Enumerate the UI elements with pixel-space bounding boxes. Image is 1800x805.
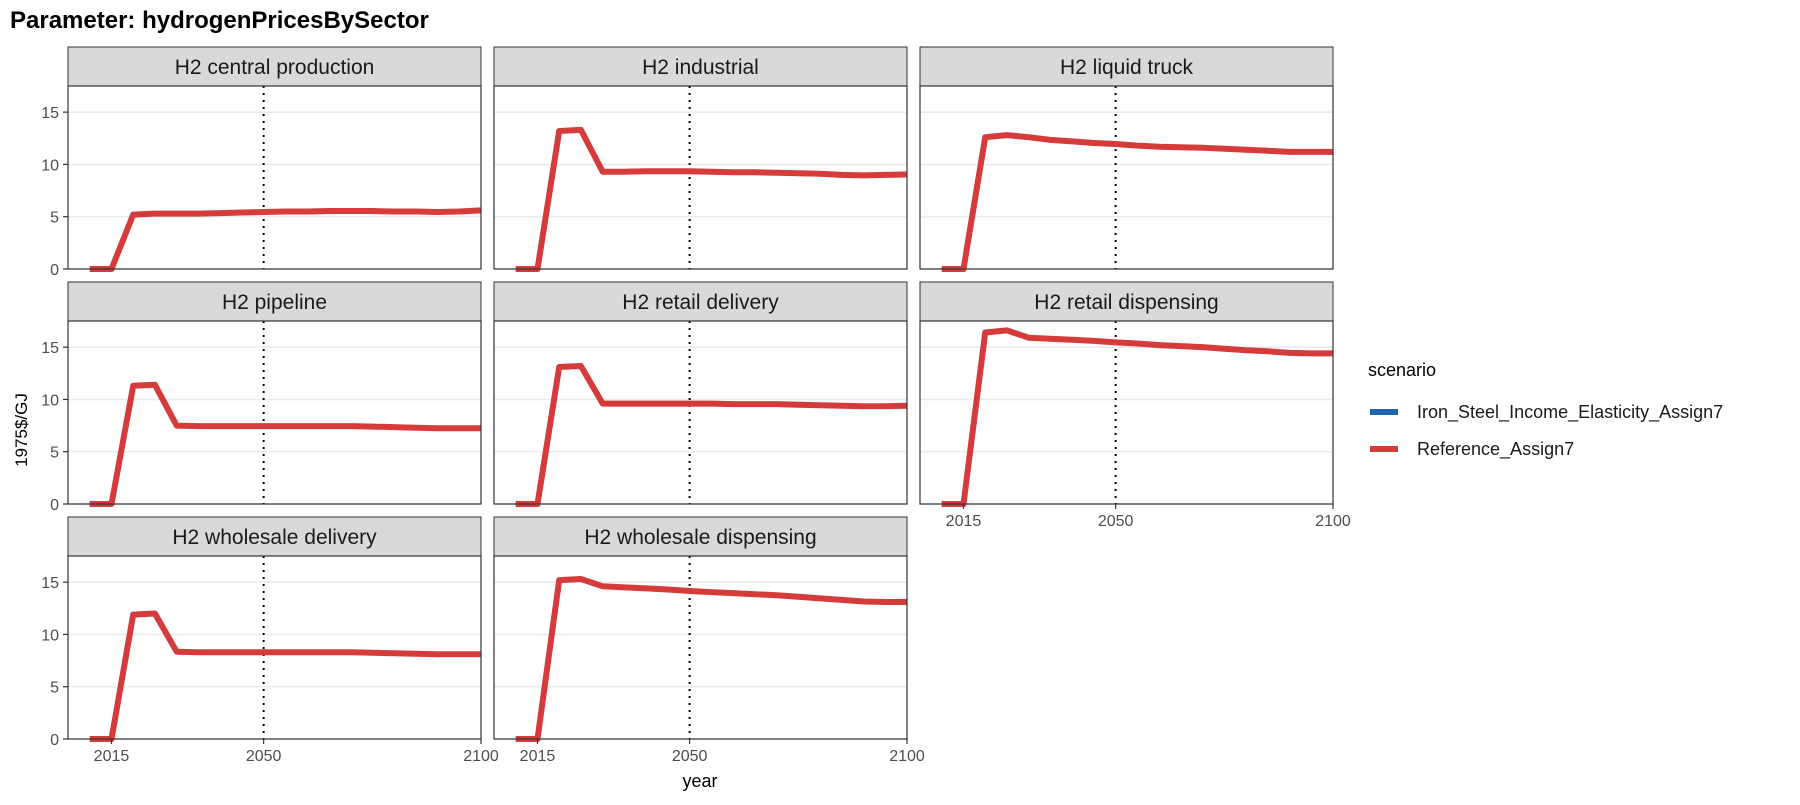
plot-area bbox=[494, 321, 907, 504]
x-tick-label: 2015 bbox=[94, 748, 130, 765]
facet-strip bbox=[67, 281, 482, 322]
facet-panel: H2 retail dispensing 2015 2050 2100 bbox=[919, 281, 1351, 530]
series-line bbox=[941, 132, 1333, 272]
x-tick-label: 2050 bbox=[672, 748, 708, 765]
panel-border bbox=[919, 320, 1334, 505]
legend-label: Iron_Steel_Income_Elasticity_Assign7 bbox=[1417, 402, 1723, 423]
panel-border bbox=[67, 320, 482, 505]
facet-panel: H2 industrial bbox=[493, 46, 908, 272]
facet-strip bbox=[493, 281, 908, 322]
panel-border bbox=[493, 85, 908, 270]
x-axis-label: year bbox=[682, 771, 717, 791]
series-line bbox=[941, 327, 1333, 507]
facet-title: H2 central production bbox=[175, 56, 375, 79]
series-line bbox=[89, 610, 481, 742]
plot-area bbox=[920, 86, 1333, 269]
x-tick-label: 2015 bbox=[520, 748, 556, 765]
facet-panel: H2 pipeline 0 5 10 15 bbox=[41, 281, 482, 514]
y-tick-label: 0 bbox=[50, 732, 59, 749]
y-tick-label: 0 bbox=[50, 497, 59, 514]
x-tick-label: 2100 bbox=[463, 748, 499, 765]
y-tick-label: 0 bbox=[50, 262, 59, 279]
series-line bbox=[515, 126, 908, 272]
y-tick-label: 10 bbox=[41, 392, 59, 409]
legend: scenario Iron_Steel_Income_Elasticity_As… bbox=[1368, 360, 1723, 460]
facet-strip bbox=[919, 281, 1334, 322]
facet-title: H2 wholesale delivery bbox=[172, 526, 377, 549]
panel-border bbox=[493, 320, 908, 505]
y-tick-label: 5 bbox=[50, 445, 59, 462]
x-tick-label: 2100 bbox=[889, 748, 925, 765]
y-tick-label: 15 bbox=[41, 340, 59, 357]
x-tick-label: 2050 bbox=[246, 748, 282, 765]
y-tick-label: 5 bbox=[50, 680, 59, 697]
facet-panel: H2 wholesale delivery 0 5 10 15 2015 2050 2100 bbox=[41, 516, 499, 765]
legend-label: Reference_Assign7 bbox=[1417, 439, 1574, 460]
panel-border bbox=[493, 555, 908, 740]
x-tick-label: 2050 bbox=[1098, 513, 1134, 530]
facet-strip bbox=[919, 46, 1334, 87]
plot-area bbox=[68, 86, 481, 269]
facet-panel: H2 liquid truck bbox=[919, 46, 1334, 272]
panel-border bbox=[67, 555, 482, 740]
y-tick-label: 10 bbox=[41, 157, 59, 174]
y-tick-label: 15 bbox=[41, 105, 59, 122]
series-line bbox=[89, 381, 481, 507]
panels-layer: H2 central production 0 5 10 15 H2 industrial… bbox=[41, 46, 1351, 765]
y-tick-label: 5 bbox=[50, 210, 59, 227]
series-line bbox=[515, 363, 908, 507]
plot-area bbox=[68, 556, 481, 739]
series-line bbox=[89, 207, 482, 272]
legend-items: Iron_Steel_Income_Elasticity_Assign7 Refe… bbox=[1370, 402, 1723, 460]
facet-title: H2 liquid truck bbox=[1060, 56, 1194, 79]
facet-title: H2 retail dispensing bbox=[1034, 291, 1218, 314]
x-tick-label: 2015 bbox=[946, 513, 982, 530]
facet-title: H2 wholesale dispensing bbox=[584, 526, 816, 549]
facet-strip bbox=[493, 46, 908, 87]
facet-strip bbox=[67, 516, 482, 557]
plot-area bbox=[68, 321, 481, 504]
legend-title: scenario bbox=[1368, 360, 1436, 380]
series-line bbox=[515, 576, 907, 742]
x-tick-label: 2100 bbox=[1315, 513, 1351, 530]
panel-border bbox=[919, 85, 1334, 270]
facet-title: H2 industrial bbox=[642, 56, 759, 79]
facet-strip bbox=[493, 516, 908, 557]
facet-panel: H2 wholesale dispensing 2015 2050 2100 bbox=[493, 516, 925, 765]
facet-strip bbox=[67, 46, 482, 87]
facet-title: H2 pipeline bbox=[222, 291, 327, 314]
y-axis-label: 1975$/GJ bbox=[12, 393, 31, 467]
y-tick-label: 10 bbox=[41, 627, 59, 644]
panel-border bbox=[67, 85, 482, 270]
facet-title: H2 retail delivery bbox=[622, 291, 779, 314]
facet-panel: H2 central production 0 5 10 15 bbox=[41, 46, 482, 279]
page-title: Parameter: hydrogenPricesBySector bbox=[10, 7, 429, 34]
facet-panel: H2 retail delivery bbox=[493, 281, 908, 507]
y-tick-label: 15 bbox=[41, 575, 59, 592]
plot-area bbox=[494, 556, 907, 739]
